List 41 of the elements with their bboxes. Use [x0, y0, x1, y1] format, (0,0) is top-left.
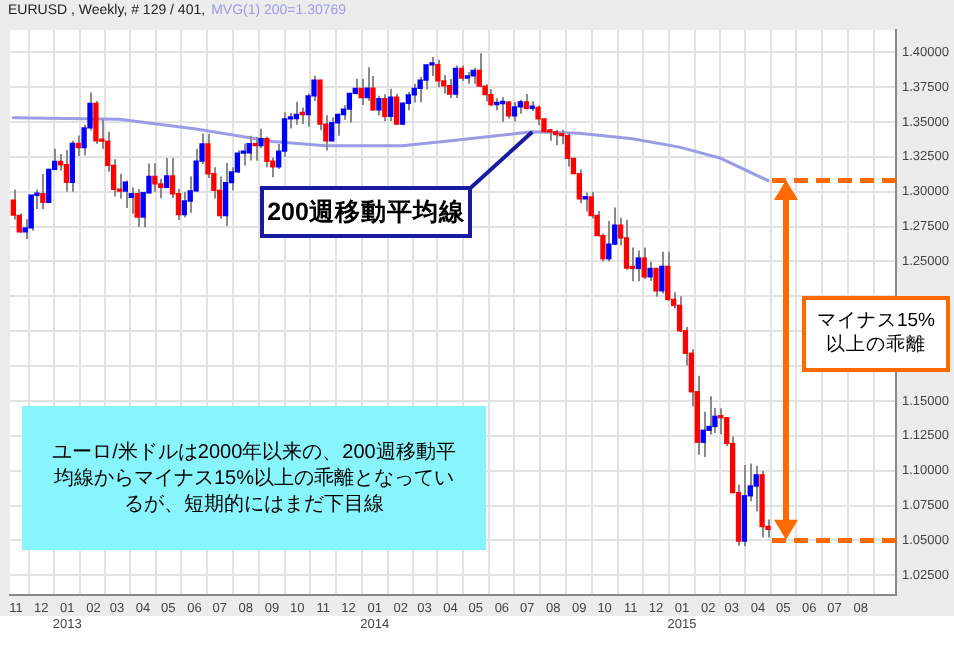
- candlestick: [659, 250, 665, 295]
- candlestick: [222, 162, 229, 227]
- candlestick: [753, 464, 759, 513]
- candlestick: [264, 135, 270, 169]
- candlestick: [240, 142, 246, 167]
- candlestick: [647, 260, 653, 283]
- candlestick: [435, 58, 441, 89]
- candlestick: [134, 187, 140, 228]
- text-panel: ユーロ/米ドルは2000年以来の、200週移動平均線からマイナス15%以上の乖離となっているが、短期的にはまだ下目線: [22, 406, 486, 550]
- candlestick: [741, 464, 748, 548]
- candlestick: [376, 94, 382, 117]
- candlestick: [700, 410, 706, 459]
- candlestick: [382, 93, 388, 123]
- candlestick: [665, 250, 671, 302]
- candlestick: [411, 82, 417, 104]
- candlestick: [246, 134, 252, 162]
- annotation: 200週移動平均線: [260, 186, 472, 238]
- candlestick: [40, 173, 46, 211]
- candlestick: [653, 266, 659, 298]
- candlestick: [452, 64, 459, 100]
- candlestick: [217, 175, 223, 220]
- candlestick: [564, 132, 571, 168]
- candlestick: [93, 99, 99, 145]
- candlestick: [69, 139, 75, 193]
- candlestick: [28, 193, 34, 232]
- annotation: マイナス15%以上の乖離: [802, 296, 950, 372]
- candlestick: [128, 186, 134, 215]
- candlestick: [152, 162, 158, 193]
- candlestick: [641, 246, 647, 280]
- candlestick: [329, 116, 335, 143]
- candlestick: [252, 136, 258, 162]
- candlestick: [63, 148, 70, 193]
- candlestick: [511, 101, 518, 123]
- candlestick: [122, 179, 129, 209]
- candlestick: [388, 87, 394, 122]
- candlestick: [446, 78, 453, 100]
- candlestick: [370, 75, 376, 112]
- candlestick: [163, 156, 170, 190]
- candlestick: [635, 249, 641, 283]
- candlestick: [393, 92, 400, 126]
- candlestick: [535, 104, 541, 127]
